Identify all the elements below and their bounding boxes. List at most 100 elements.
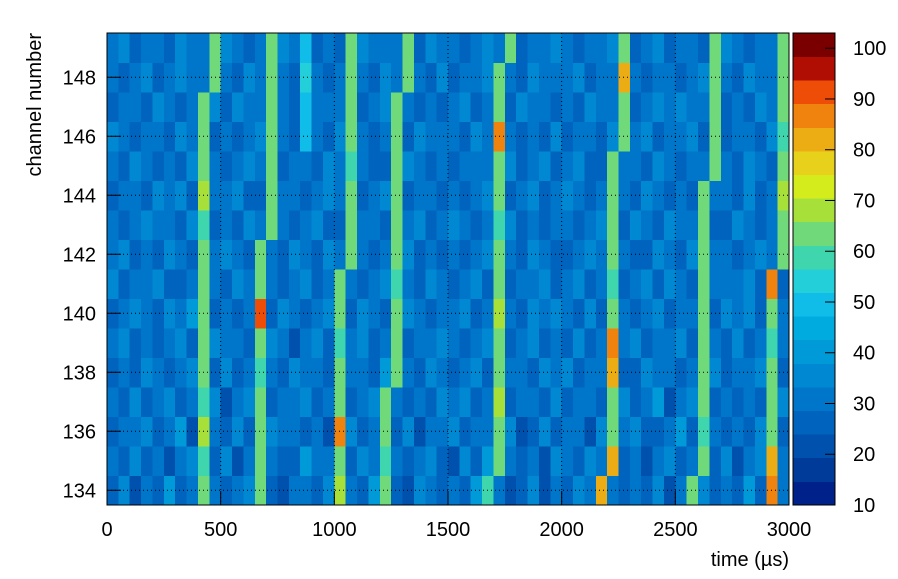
cell [754,446,767,476]
cell [175,121,187,152]
cell [504,446,517,476]
cell [391,328,403,358]
cell [107,92,119,122]
cell [573,62,585,93]
cell [311,151,324,181]
cell [732,357,744,388]
cell [709,328,722,358]
cell [618,151,631,181]
cell [675,239,688,270]
cell [766,475,779,506]
cell [777,446,790,476]
cell [709,33,722,63]
cell [209,151,222,181]
cell [732,328,744,358]
cell [732,298,744,329]
cell [766,210,779,240]
cell [550,475,563,506]
cell [311,298,324,329]
cell [163,33,176,63]
cell [232,33,244,63]
cell [550,239,563,270]
cell [300,151,312,181]
cell [368,62,381,93]
cell [163,121,176,152]
cell [266,62,278,93]
cell [391,62,403,93]
cell [266,92,278,122]
cell [652,269,665,299]
cell [288,121,301,152]
cell [141,92,153,122]
cell [186,151,199,181]
cell [504,121,517,152]
colorbar-step [793,245,835,270]
colorbar-step [793,33,835,57]
cell [232,475,244,506]
cell [675,180,688,211]
cell [538,151,551,181]
cell [175,151,187,181]
cell [402,269,415,299]
cell [732,446,744,476]
cell [561,446,574,476]
cell [402,416,415,447]
cell [345,210,358,240]
cell [391,210,403,240]
cell [470,121,483,152]
cell [686,121,699,152]
cell [663,151,676,181]
cell [254,62,267,93]
y-tick-label: 142 [63,244,96,266]
cell [493,446,506,476]
cell [663,357,676,388]
cell [766,416,779,447]
cell [482,387,494,417]
cell [186,475,199,506]
cell [163,239,176,270]
cell [243,151,256,181]
cell [720,416,733,447]
cell [220,298,233,329]
cell [322,475,335,506]
cell [368,151,381,181]
cell [561,269,574,299]
cell [482,328,494,358]
cell [379,62,392,93]
cell [232,298,244,329]
cell [345,328,358,358]
cell [436,210,449,240]
cell [357,121,369,152]
cell [152,416,165,447]
cell [595,269,608,299]
cell [663,298,676,329]
cell [402,328,415,358]
cell [538,33,551,63]
cell [663,269,676,299]
cell [550,151,563,181]
cell [300,416,312,447]
cell [527,298,540,329]
cell [504,298,517,329]
cell [175,210,187,240]
cell [607,62,619,93]
cell [618,387,631,417]
cell [425,33,438,63]
cell [334,92,347,122]
cell [550,92,563,122]
cell [209,387,222,417]
cell [766,121,779,152]
cell [107,151,119,181]
cell [720,92,733,122]
cell [743,62,756,93]
cell [448,121,460,152]
cell [186,239,199,270]
cell [357,298,369,329]
cell [573,298,585,329]
cell [607,151,619,181]
cell [368,357,381,388]
cell [152,298,165,329]
cell [186,387,199,417]
cell [766,446,779,476]
cell [607,180,619,211]
